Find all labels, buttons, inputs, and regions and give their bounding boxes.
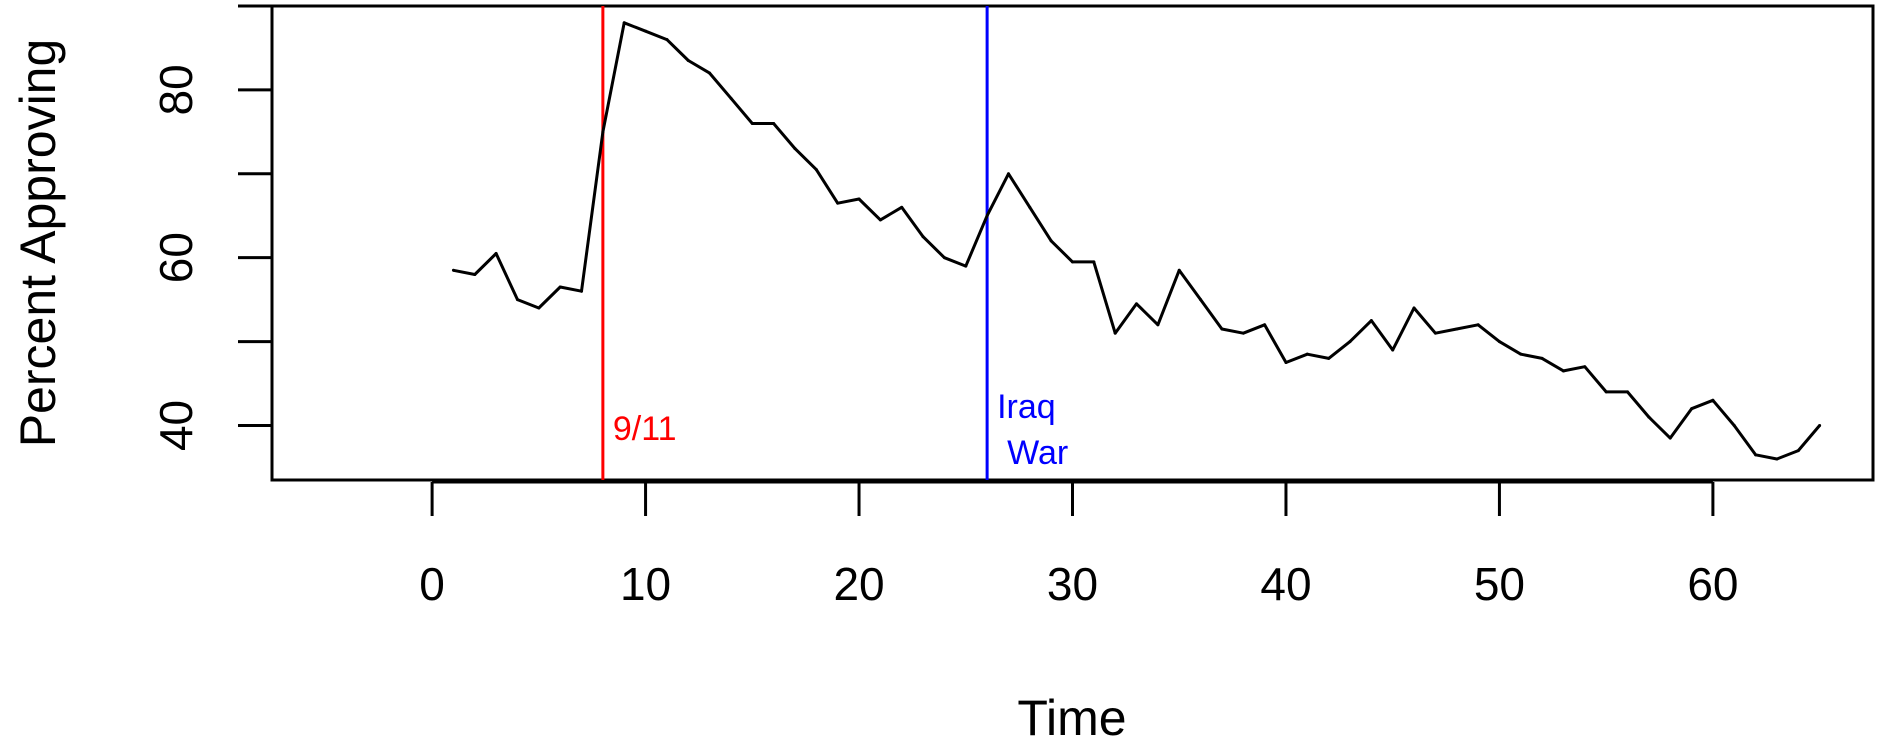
data-point bbox=[857, 197, 861, 201]
x-axis: 0 10 20 30 40 50 60 bbox=[419, 480, 1738, 610]
data-point bbox=[1796, 449, 1800, 453]
data-point bbox=[1647, 415, 1651, 419]
data-point bbox=[473, 272, 477, 276]
event-label-line: War bbox=[1007, 434, 1068, 472]
x-tick-label: 60 bbox=[1687, 558, 1738, 610]
data-point bbox=[750, 121, 754, 125]
data-point bbox=[1113, 331, 1117, 335]
x-tick-label: 10 bbox=[620, 558, 671, 610]
data-point bbox=[1626, 390, 1630, 394]
data-point bbox=[1476, 323, 1480, 327]
data-point bbox=[1690, 407, 1694, 411]
data-point bbox=[793, 147, 797, 151]
data-point bbox=[1071, 260, 1074, 264]
data-point bbox=[1284, 361, 1288, 365]
data-point bbox=[1006, 172, 1010, 176]
data-point bbox=[1241, 331, 1245, 335]
data-point bbox=[814, 168, 818, 172]
x-tick-label: 40 bbox=[1260, 558, 1311, 610]
data-point bbox=[1412, 306, 1416, 310]
data-point bbox=[451, 268, 455, 272]
data-point bbox=[665, 38, 669, 42]
data-point bbox=[878, 218, 882, 222]
data-point bbox=[1583, 365, 1587, 369]
event-label: 9/11 bbox=[613, 410, 677, 448]
data-point bbox=[1519, 352, 1523, 356]
event-lines: 9/11 Iraq War bbox=[601, 6, 1068, 480]
y-tick-label: 40 bbox=[150, 400, 202, 451]
x-tick-label: 20 bbox=[833, 558, 884, 610]
data-point bbox=[580, 289, 584, 293]
data-point bbox=[1028, 205, 1032, 209]
data-point bbox=[1604, 390, 1608, 394]
data-point bbox=[1668, 436, 1672, 440]
data-point bbox=[1177, 268, 1181, 272]
y-tick-label: 80 bbox=[150, 64, 202, 115]
plot-box bbox=[270, 4, 1875, 482]
data-point bbox=[1732, 423, 1736, 427]
series-layer bbox=[451, 21, 1822, 461]
data-point bbox=[1348, 340, 1352, 344]
data-point bbox=[1135, 302, 1139, 306]
y-tick-label: 60 bbox=[150, 232, 202, 283]
data-point bbox=[772, 121, 776, 125]
data-point bbox=[985, 214, 989, 218]
data-point bbox=[1754, 453, 1758, 457]
data-point bbox=[1305, 352, 1309, 356]
data-point bbox=[1263, 323, 1267, 327]
x-axis-title: Time bbox=[1017, 690, 1126, 744]
data-point bbox=[1092, 260, 1096, 264]
data-point bbox=[921, 235, 925, 239]
data-point bbox=[1049, 239, 1053, 243]
data-point bbox=[900, 205, 904, 209]
data-point bbox=[601, 130, 605, 134]
x-tick-label: 0 bbox=[419, 558, 445, 610]
data-point bbox=[686, 59, 690, 63]
data-point bbox=[1199, 298, 1203, 302]
data-point bbox=[1391, 348, 1395, 352]
data-point bbox=[622, 21, 626, 25]
data-point bbox=[1561, 369, 1565, 373]
data-point bbox=[1433, 331, 1437, 335]
x-tick-label: 30 bbox=[1047, 558, 1098, 610]
data-point bbox=[708, 71, 712, 75]
data-point bbox=[1220, 327, 1224, 331]
data-point bbox=[729, 96, 733, 100]
event-label-line: Iraq bbox=[997, 388, 1056, 426]
data-point bbox=[1711, 398, 1715, 402]
data-point bbox=[1455, 327, 1459, 331]
data-point bbox=[644, 29, 648, 33]
data-point bbox=[1775, 457, 1779, 461]
data-point bbox=[494, 251, 498, 255]
y-axis-title: Percent Approving bbox=[10, 39, 66, 448]
data-point bbox=[942, 256, 946, 260]
data-point bbox=[964, 264, 968, 268]
data-point bbox=[836, 201, 840, 205]
y-axis: 40 60 80 bbox=[150, 4, 274, 451]
data-point bbox=[515, 298, 519, 302]
data-point bbox=[1369, 319, 1373, 323]
series-line bbox=[453, 21, 1821, 461]
data-point bbox=[1540, 356, 1544, 360]
event-label: Iraq War bbox=[997, 388, 1068, 472]
data-point bbox=[558, 285, 562, 289]
data-point bbox=[1156, 323, 1160, 327]
data-point bbox=[1327, 356, 1331, 360]
data-point bbox=[537, 306, 541, 310]
data-point bbox=[1818, 423, 1822, 427]
data-point bbox=[1497, 340, 1501, 344]
x-tick-label: 50 bbox=[1474, 558, 1525, 610]
